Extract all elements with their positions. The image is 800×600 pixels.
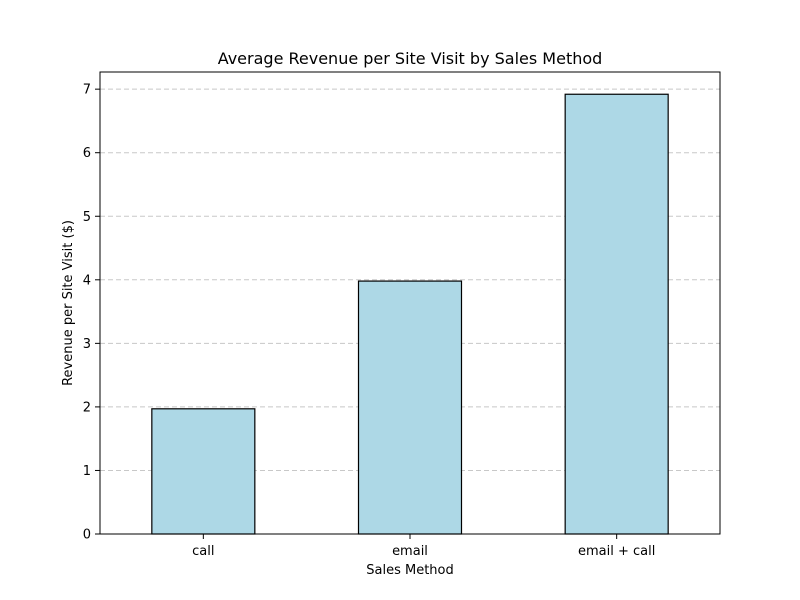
- bars: [151, 93, 669, 535]
- x-tick-label-2: email + call: [578, 544, 655, 559]
- y-tick-label-1: 1: [83, 464, 91, 479]
- x-tick-label-0: call: [192, 544, 214, 559]
- x-axis-label: Sales Method: [366, 563, 454, 578]
- y-tick-label-2: 2: [83, 400, 91, 415]
- bar-call: [151, 408, 256, 535]
- bar-email-call: [564, 93, 669, 535]
- y-tick-label-4: 4: [83, 273, 91, 288]
- x-tick-label-1: email: [392, 544, 428, 559]
- chart-title: Average Revenue per Site Visit by Sales …: [218, 49, 603, 68]
- y-tick-label-7: 7: [83, 83, 91, 98]
- y-tick-label-6: 6: [83, 146, 91, 161]
- y-axis-ticks: 0 1 2 3 4 5 6 7: [83, 83, 100, 543]
- y-tick-label-0: 0: [83, 528, 91, 543]
- y-tick-label-5: 5: [83, 210, 91, 225]
- bar-email: [357, 280, 463, 535]
- y-axis-label: Revenue per Site Visit ($): [61, 220, 76, 386]
- y-tick-label-3: 3: [83, 337, 91, 352]
- x-axis-ticks: call email email + call: [192, 534, 655, 559]
